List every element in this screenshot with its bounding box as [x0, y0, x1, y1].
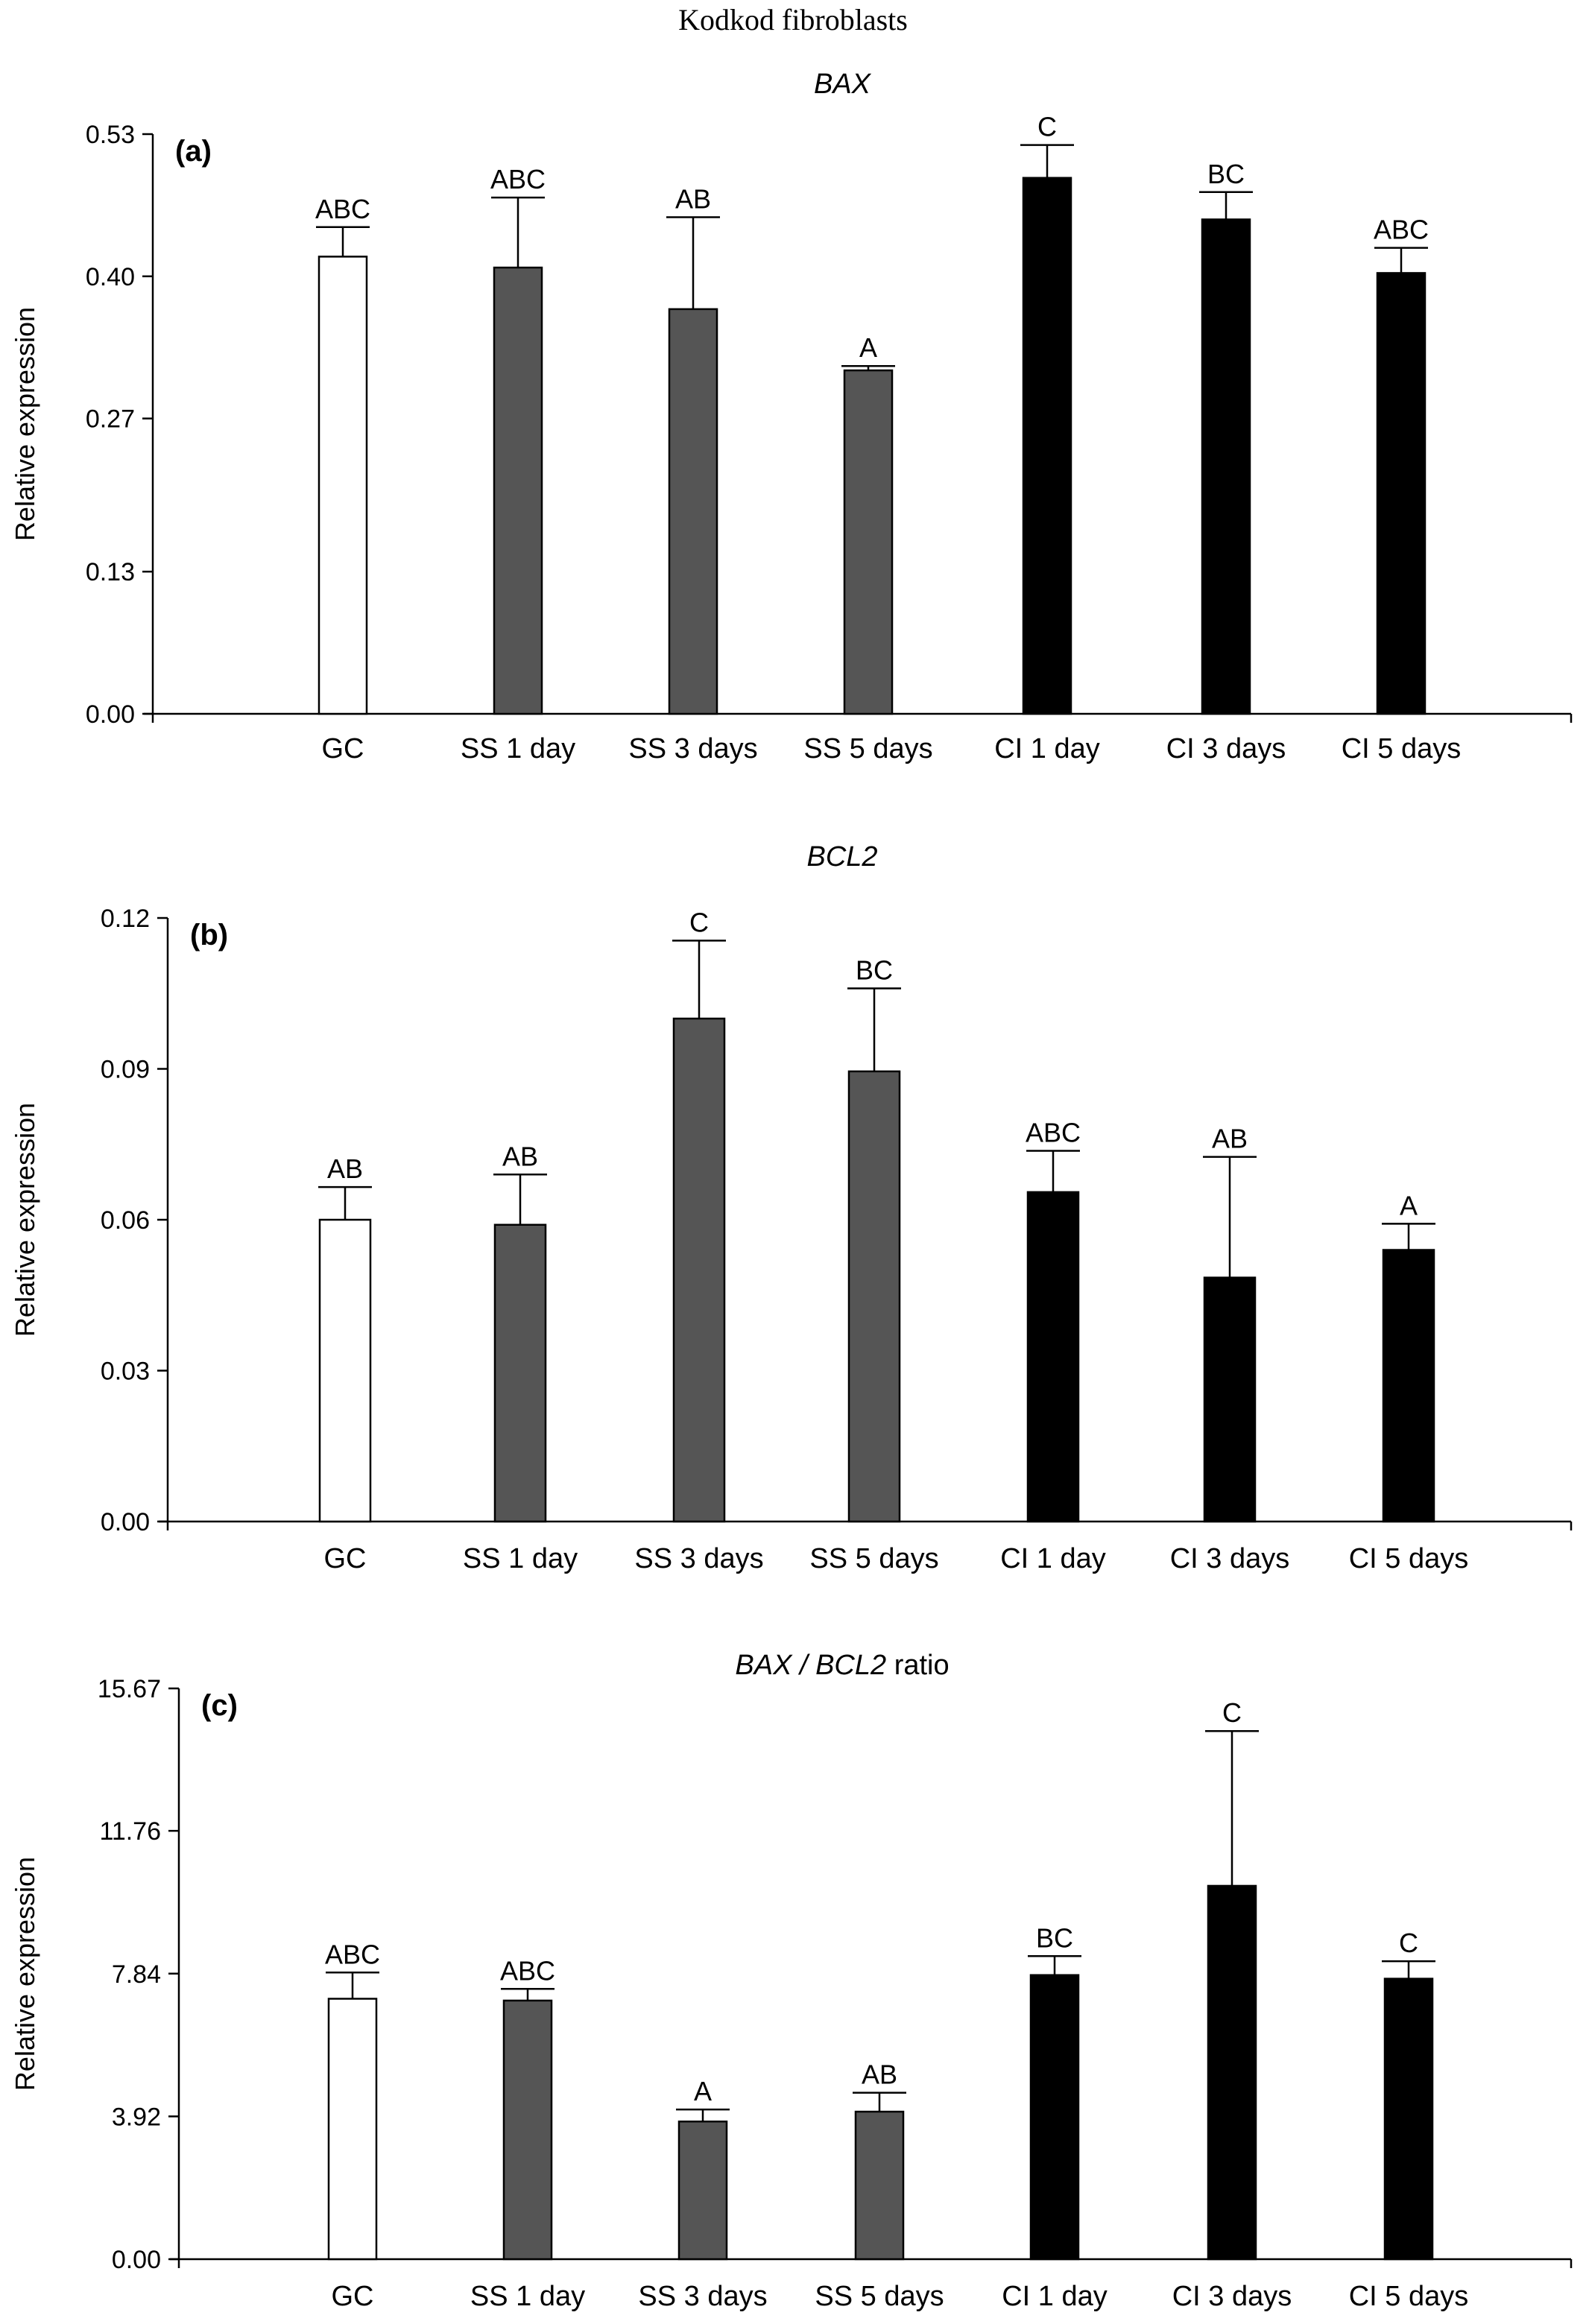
significance-label: A: [694, 2076, 712, 2106]
bar: [1026, 1191, 1080, 1523]
significance-label: ABC: [1374, 215, 1429, 245]
panel-title: BCL2: [806, 841, 877, 873]
figure-title: Kodkod fibroblasts: [678, 3, 908, 37]
bar: [843, 369, 894, 715]
category-label: CI 3 days: [1172, 2281, 1292, 2312]
bar: [1201, 218, 1251, 715]
y-tick-label: 0.13: [86, 558, 135, 586]
panel-title-suffix: ratio: [886, 1650, 949, 1681]
bar: [1207, 1884, 1257, 2261]
y-tick-label: 7.84: [112, 1960, 161, 1989]
y-tick-label: 11.76: [99, 1817, 161, 1846]
y-tick-label: 0.12: [101, 905, 150, 933]
significance-label: ABC: [315, 194, 370, 224]
panel-title: BAX / BCL2 ratio: [735, 1650, 949, 1681]
y-axis-label: Relative expression: [10, 1857, 40, 2091]
significance-label: ABC: [500, 1955, 555, 1986]
category-label: GC: [332, 2281, 374, 2312]
significance-label: BC: [1036, 1922, 1073, 1953]
y-tick-label: 0.06: [101, 1206, 150, 1235]
significance-label: AB: [502, 1141, 538, 1171]
category-label: CI 5 days: [1349, 1543, 1469, 1574]
bar: [847, 1070, 901, 1523]
significance-label: BC: [1207, 159, 1245, 189]
significance-label: AB: [675, 184, 711, 215]
bar: [672, 1017, 726, 1523]
category-label: CI 1 day: [994, 733, 1100, 764]
y-tick-label: 0.40: [86, 263, 135, 291]
category-label: SS 1 day: [470, 2281, 585, 2312]
category-label: SS 3 days: [628, 733, 757, 764]
significance-label: C: [689, 907, 709, 937]
category-label: CI 5 days: [1342, 733, 1462, 764]
category-label: SS 1 day: [463, 1543, 578, 1574]
bar: [1376, 272, 1427, 715]
chart-panel-2: 0.00 0.03 0.06 0.09 0.12 Relative expression B…: [10, 841, 1573, 1574]
category-label: CI 5 days: [1349, 2281, 1469, 2312]
significance-label: C: [1037, 112, 1057, 142]
category-label: GC: [322, 733, 364, 764]
bar: [318, 1218, 372, 1523]
panel-title-gene: BCL2: [806, 841, 877, 873]
panel-label: (a): [175, 135, 212, 168]
y-tick-label: 0.00: [112, 2246, 161, 2274]
bar: [493, 266, 543, 715]
category-label: SS 3 days: [638, 2281, 767, 2312]
significance-label: ABC: [325, 1939, 380, 1969]
significance-label: AB: [862, 2059, 897, 2090]
bar: [502, 1999, 553, 2261]
panel-title: BAX: [814, 69, 872, 100]
bar: [1203, 1276, 1257, 1523]
y-tick-label: 0.53: [86, 121, 135, 149]
category-label: CI 1 day: [1002, 2281, 1108, 2312]
category-label: GC: [324, 1543, 367, 1574]
panel-title-gene: BAX / BCL2: [735, 1650, 886, 1681]
y-axis-label: Relative expression: [10, 307, 40, 541]
category-label: SS 5 days: [809, 1543, 938, 1574]
significance-label: ABC: [1026, 1118, 1081, 1148]
y-tick-label: 3.92: [112, 2103, 161, 2131]
panel-label: (c): [201, 1689, 238, 1722]
category-label: CI 1 day: [1000, 1543, 1106, 1574]
significance-label: C: [1222, 1697, 1242, 1728]
y-axis-label: Relative expression: [10, 1103, 40, 1337]
bar: [677, 2120, 728, 2261]
bar: [1383, 1978, 1434, 2261]
bar: [1382, 1249, 1435, 1523]
y-tick-label: 0.00: [86, 700, 135, 729]
bar: [1022, 177, 1072, 715]
category-label: SS 5 days: [803, 733, 932, 764]
significance-label: AB: [327, 1153, 363, 1184]
chart-panel-1: 0.00 0.13 0.27 0.40 0.53 Relative expression B…: [10, 69, 1573, 764]
panel-label: (b): [190, 919, 228, 952]
significance-label: AB: [1212, 1124, 1248, 1154]
y-tick-label: 0.09: [101, 1056, 150, 1084]
bar: [854, 2110, 905, 2261]
category-label: SS 5 days: [815, 2281, 944, 2312]
panel-title-gene: BAX: [814, 69, 872, 100]
significance-label: ABC: [490, 164, 546, 194]
bar: [1029, 1974, 1080, 2261]
y-tick-label: 0.03: [101, 1358, 150, 1386]
y-tick-label: 0.00: [101, 1508, 150, 1536]
y-tick-label: 0.27: [86, 405, 135, 434]
significance-label: A: [859, 332, 877, 363]
category-label: CI 3 days: [1166, 733, 1286, 764]
significance-label: BC: [856, 955, 893, 986]
bar: [327, 1998, 378, 2261]
bar: [317, 256, 368, 715]
category-label: SS 1 day: [461, 733, 575, 764]
category-label: SS 3 days: [634, 1543, 763, 1574]
bar: [493, 1223, 547, 1523]
bar: [668, 308, 718, 715]
significance-label: C: [1399, 1928, 1418, 1958]
significance-label: A: [1400, 1190, 1418, 1220]
y-tick-label: 15.67: [98, 1675, 161, 1703]
category-label: CI 3 days: [1170, 1543, 1290, 1574]
chart-panel-3: 0.00 3.92 7.84 11.76 15.67 Relative expressio…: [10, 1650, 1573, 2312]
